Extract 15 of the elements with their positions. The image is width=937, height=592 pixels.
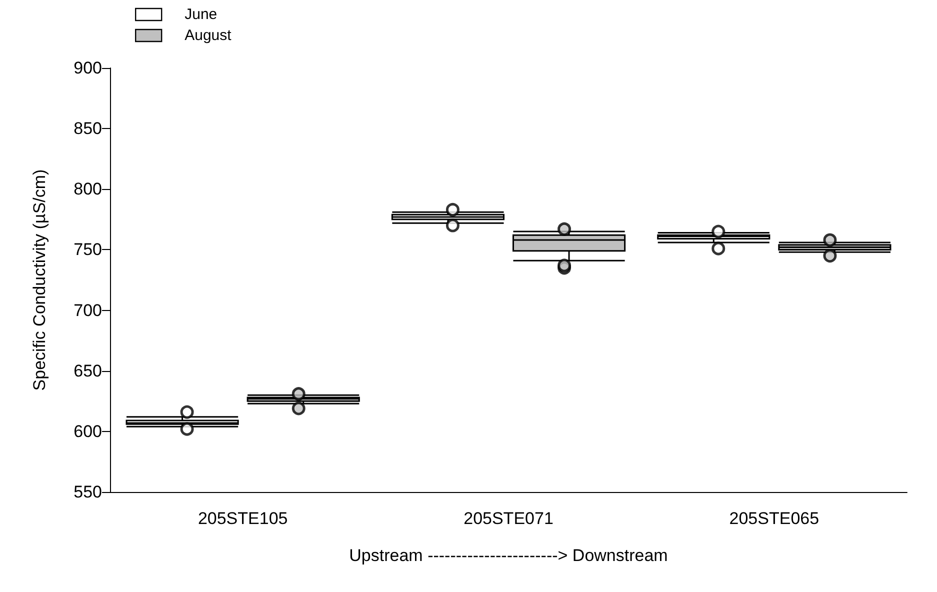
legend-label: June (184, 6, 218, 23)
x-tick-label: 205STE105 (198, 509, 288, 528)
y-tick-label: 800 (74, 180, 102, 199)
y-tick-label: 650 (74, 361, 102, 380)
y-tick-label: 700 (74, 300, 102, 320)
y-axis-title: Specific Conductivity (µS/cm) (30, 169, 49, 391)
x-axis-title: Upstream -----------------------> Downstream (349, 546, 668, 565)
x-tick-label: 205STE065 (729, 509, 820, 528)
legend-label: August (184, 27, 232, 44)
y-tick-label: 850 (74, 119, 102, 138)
y-tick-label: 900 (74, 58, 102, 78)
y-tick-label: 750 (74, 240, 102, 260)
x-tick-label: 205STE071 (464, 509, 554, 528)
y-tick-label: 550 (74, 482, 102, 502)
y-tick-label: 600 (74, 422, 102, 441)
